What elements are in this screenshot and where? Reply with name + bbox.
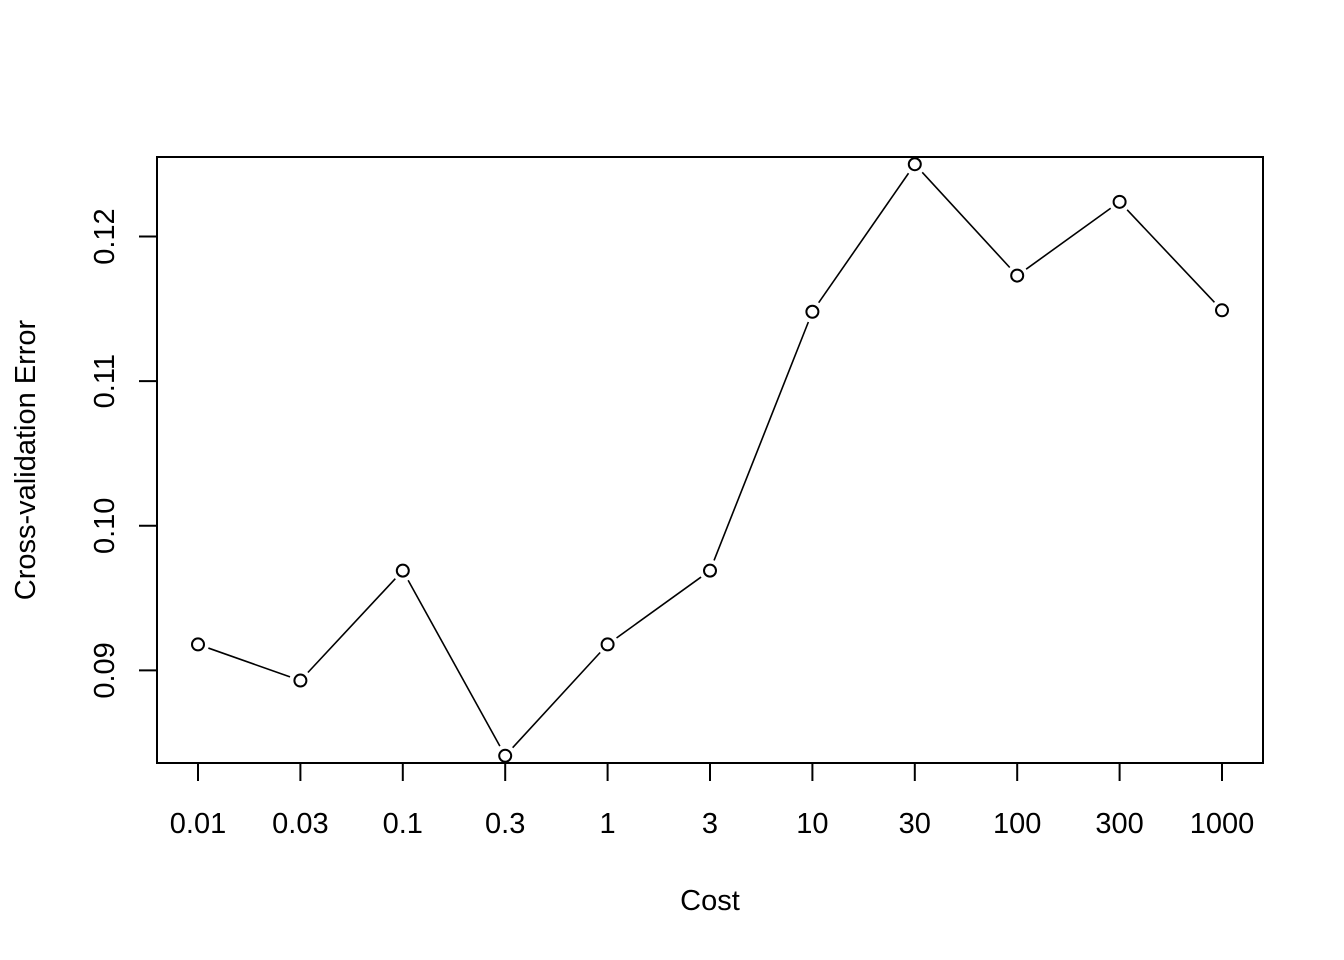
data-point (1010, 268, 1025, 283)
x-tick-label: 1000 (1190, 808, 1255, 840)
x-tick-label: 0.3 (485, 808, 525, 840)
x-tick-label: 300 (1095, 808, 1143, 840)
line-segment (407, 579, 501, 747)
line-segment (307, 578, 396, 674)
y-tick-label: 0.12 (89, 208, 121, 264)
data-point (498, 748, 513, 763)
data-point (395, 563, 410, 578)
series-line (191, 157, 1229, 763)
data-point (703, 563, 717, 578)
line-segment (616, 576, 702, 639)
x-axis-title: Cost (680, 885, 740, 917)
line-segment (1126, 209, 1216, 303)
x-tick-label: 30 (899, 808, 931, 840)
x-tick-label: 1 (600, 808, 616, 840)
x-tick-label: 0.1 (383, 808, 423, 840)
plot-frame (156, 156, 1264, 764)
x-tick-label: 10 (796, 808, 828, 840)
x-tick-label: 3 (702, 808, 718, 840)
x-tick-label: 0.01 (170, 808, 226, 840)
data-point (907, 157, 922, 172)
y-axis-title: Cross-validation Error (10, 319, 42, 600)
x-tick-label: 100 (993, 808, 1041, 840)
line-segment (512, 651, 601, 749)
data-point (600, 637, 615, 652)
line-segment (208, 647, 291, 678)
x-tick-label: 0.03 (272, 808, 328, 840)
data-point (191, 637, 205, 652)
x-axis: 0.01 0.03 0.1 0.3 1 3 10 30 100 300 1000 (170, 762, 1255, 840)
y-tick-label: 0.11 (89, 354, 121, 408)
line-segment (1025, 207, 1112, 270)
data-point (1215, 303, 1229, 318)
line-segment (713, 321, 810, 561)
data-point (293, 673, 308, 688)
y-axis: 0.09 0.10 0.11 0.12 (89, 208, 158, 699)
line-segment (921, 171, 1011, 269)
line-segment (818, 172, 910, 304)
y-tick-label: 0.10 (89, 498, 121, 554)
y-tick-label: 0.09 (89, 642, 121, 698)
data-point (805, 304, 820, 319)
data-point (1112, 194, 1127, 209)
